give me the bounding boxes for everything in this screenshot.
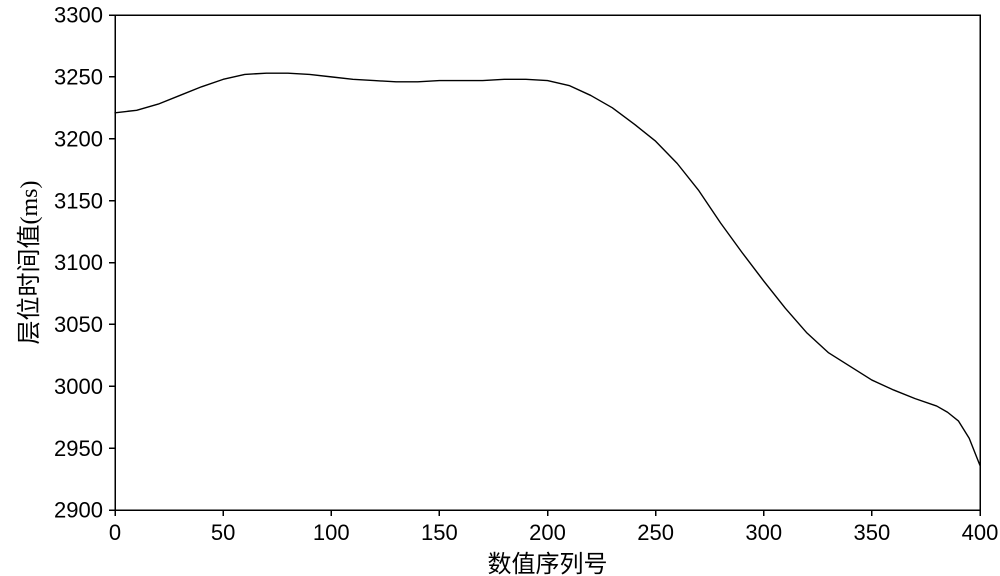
xtick-label: 0: [109, 520, 121, 545]
ytick-label: 3250: [54, 65, 103, 90]
ytick-label: 3000: [54, 374, 103, 399]
x-axis-label: 数值序列号: [488, 551, 608, 576]
ytick-label: 3200: [54, 126, 103, 151]
ytick-label: 2900: [54, 498, 103, 523]
xtick-label: 400: [962, 520, 999, 545]
ytick-label: 3050: [54, 312, 103, 337]
xtick-label: 250: [637, 520, 674, 545]
ytick-label: 3100: [54, 250, 103, 275]
y-axis-label: 层位时间值(ms): [16, 181, 43, 345]
line-chart: 0 50 100 150 200 250 300 350 400 2900 2950 3000 3050…: [0, 0, 1000, 576]
xtick-label: 50: [211, 520, 235, 545]
xtick-label: 200: [529, 520, 566, 545]
xtick-label: 350: [854, 520, 891, 545]
xtick-label: 300: [745, 520, 782, 545]
ytick-label: 3300: [54, 3, 103, 28]
xtick-label: 150: [421, 520, 458, 545]
xtick-label: 100: [313, 520, 350, 545]
ytick-label: 2950: [54, 436, 103, 461]
ytick-label: 3150: [54, 188, 103, 213]
